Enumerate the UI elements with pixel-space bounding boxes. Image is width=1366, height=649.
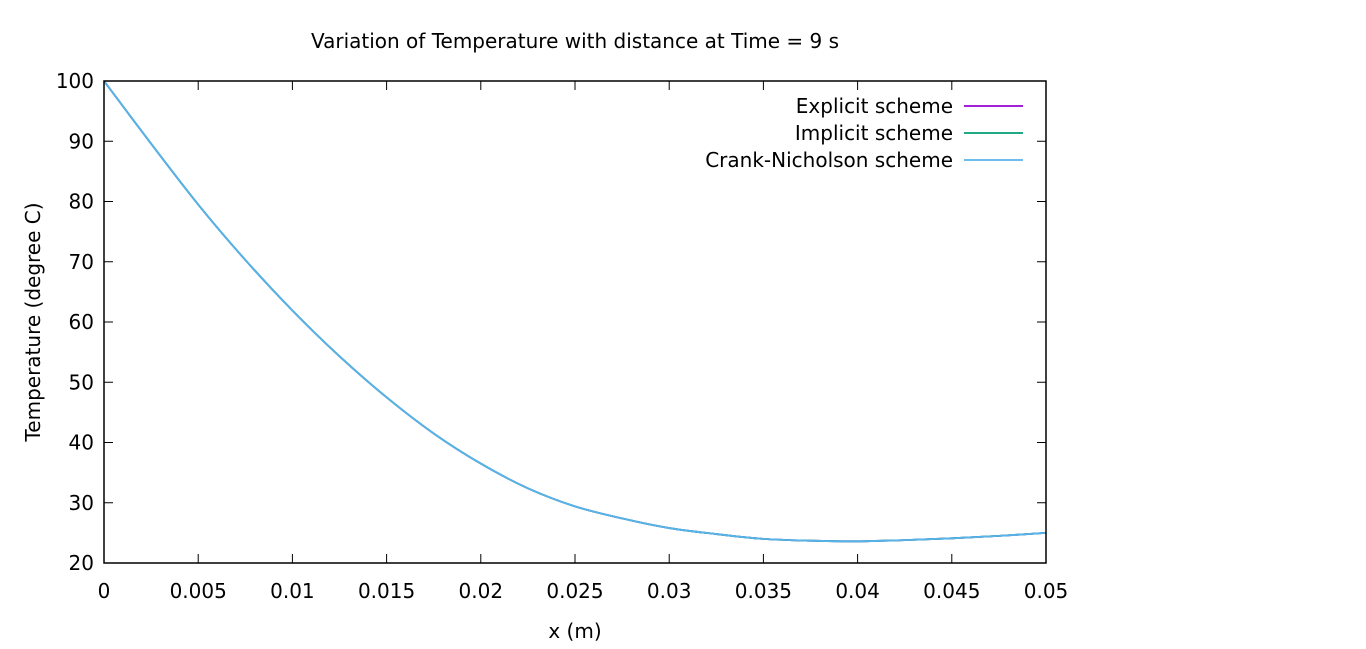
y-tick-label: 90 — [69, 129, 94, 153]
y-tick-label: 100 — [56, 69, 94, 93]
legend-label: Crank-Nicholson scheme — [705, 148, 953, 172]
x-tick-label: 0.005 — [170, 579, 227, 603]
x-tick-label: 0.015 — [358, 579, 415, 603]
x-tick-label: 0.045 — [923, 579, 980, 603]
y-tick-label: 70 — [69, 250, 94, 274]
legend: Explicit scheme Implicit scheme Crank-Nich… — [705, 94, 1023, 172]
series-lines — [103, 80, 1047, 543]
x-tick-label: 0.04 — [835, 579, 880, 603]
y-tick-label: 80 — [69, 190, 94, 214]
legend-label: Implicit scheme — [795, 121, 953, 145]
y-axis-label: Temperature (degree C) — [21, 202, 45, 442]
x-tick-label: 0.01 — [270, 579, 315, 603]
legend-label: Explicit scheme — [796, 94, 953, 118]
x-tick-label: 0.035 — [735, 579, 792, 603]
x-tick-label: 0.03 — [647, 579, 692, 603]
x-tick-label: 0.05 — [1024, 579, 1069, 603]
y-tick-label: 50 — [69, 370, 94, 394]
y-tick-label: 30 — [69, 491, 94, 515]
chart-title: Variation of Temperature with distance a… — [311, 29, 839, 53]
plot-frame — [103, 80, 1047, 564]
y-tick-label: 40 — [69, 431, 94, 455]
x-tick-label: 0 — [98, 579, 111, 603]
x-tick-label: 0.02 — [459, 579, 504, 603]
series-line-2 — [103, 80, 1047, 543]
y-tick-label: 60 — [69, 310, 94, 334]
y-tick-label: 20 — [69, 551, 94, 575]
x-axis-label: x (m) — [548, 619, 601, 643]
x-tick-label: 0.025 — [546, 579, 603, 603]
tick-marks: 0 0.005 0.01 0.015 0.02 0.025 0.03 0.035 0.04 0.0… — [56, 69, 1068, 603]
